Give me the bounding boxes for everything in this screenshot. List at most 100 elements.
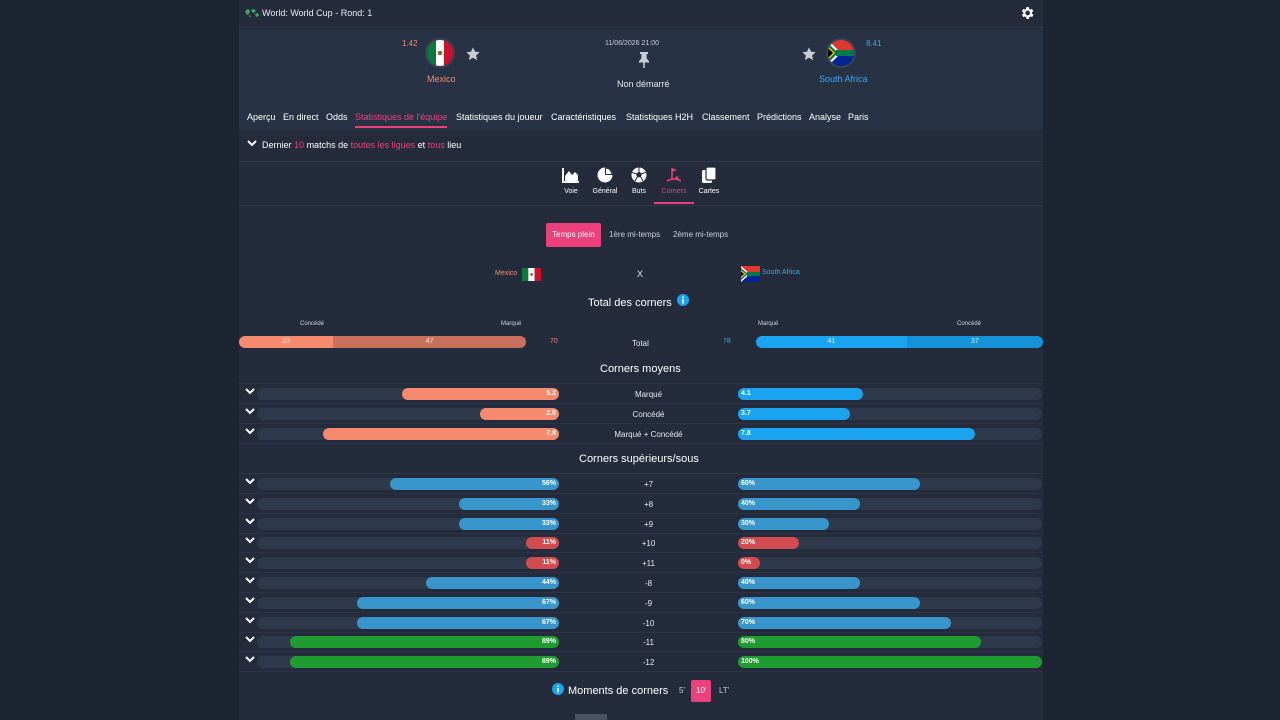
home-conceded-segment: 23 <box>239 336 334 348</box>
away-bar-track: 30% <box>738 517 1042 530</box>
chevron-down-icon[interactable] <box>244 616 256 625</box>
tab-standings[interactable]: Classement <box>702 112 750 122</box>
chevron-down-icon[interactable] <box>244 477 256 486</box>
over-under-row[interactable]: 89% -11 80% <box>239 632 1043 653</box>
over-under-row[interactable]: 44% -8 40% <box>239 573 1043 593</box>
tab-odds[interactable]: Odds <box>326 112 348 122</box>
away-bar-value: 100% <box>738 656 1042 669</box>
over-under-row[interactable]: 33% +8 40% <box>239 494 1043 514</box>
moments-option-10[interactable]: 10' <box>691 680 712 702</box>
tab-bets[interactable]: Paris <box>848 112 869 122</box>
away-scored-label: Marqué <box>758 321 779 327</box>
over-under-row[interactable]: 11% +11 0% <box>239 553 1043 574</box>
home-bar-track: 11% <box>257 557 559 570</box>
stat-tab-voie[interactable]: Voie <box>551 164 591 204</box>
tab-en-direct[interactable]: En direct <box>283 112 319 122</box>
home-bar-track: 11% <box>257 537 559 550</box>
gear-icon[interactable] <box>1019 5 1035 21</box>
average-row[interactable]: 7.8 Marqué + Concédé 7.8 <box>239 424 1043 444</box>
south-africa-flag-icon[interactable] <box>826 38 856 68</box>
over-under-row[interactable]: 11% +10 20% <box>239 533 1043 554</box>
moments-option-5[interactable]: 5' <box>679 686 685 695</box>
over-under-label: +10 <box>641 539 656 549</box>
chevron-down-icon[interactable] <box>244 517 256 526</box>
versus-away-name: South Africa <box>762 269 800 276</box>
favorite-star-icon[interactable] <box>465 46 481 62</box>
home-bar-value: 5.2 <box>402 388 559 400</box>
away-bar-value: 3.7 <box>738 407 850 420</box>
average-row[interactable]: 5.2 Marqué 4.1 <box>239 384 1043 404</box>
filter-suffix: lieu <box>447 140 462 150</box>
mexico-flag-icon[interactable] <box>425 38 455 68</box>
away-bar-value: 80% <box>738 636 981 649</box>
chevron-down-icon[interactable] <box>244 596 256 605</box>
away-team-name[interactable]: South Africa <box>819 74 868 84</box>
period-first-half[interactable]: 1ère mi-temps <box>609 230 661 239</box>
world-map-icon <box>245 9 259 18</box>
competition-title[interactable]: World: World Cup - Rond: 1 <box>262 8 373 18</box>
tab-h2h-stats[interactable]: Statistiques H2H <box>626 112 694 122</box>
divider <box>239 161 1043 162</box>
away-bar-value: 7.8 <box>738 427 975 440</box>
filter-count[interactable]: 10 <box>294 140 305 150</box>
chevron-down-icon[interactable] <box>244 387 256 396</box>
chevron-down-icon[interactable] <box>244 556 256 565</box>
divider <box>239 205 1043 206</box>
home-bar-value: 67% <box>357 596 559 609</box>
average-label: Marqué + Concédé <box>614 429 683 439</box>
over-under-row[interactable]: 89% -12 100% <box>239 652 1043 673</box>
filter-leagues[interactable]: toutes les ligues <box>350 140 416 150</box>
info-icon[interactable] <box>677 294 689 306</box>
chevron-down-icon[interactable] <box>244 576 256 585</box>
away-bar-track: 3.7 <box>738 407 1042 420</box>
chevron-down-icon[interactable] <box>246 139 258 149</box>
chevron-down-icon[interactable] <box>244 427 256 436</box>
away-bar-track: 80% <box>738 636 1042 649</box>
match-header: 1.42 Mexico 11/06/2026 21:00 Non démarré <box>239 29 1043 130</box>
stat-tab-corners[interactable]: Corners <box>654 164 694 204</box>
moments-option-lt[interactable]: LT' <box>719 686 730 695</box>
nav-tabs: Aperçu En direct Odds Statistiques de l'… <box>239 109 1043 130</box>
stat-tab-label: Général <box>592 188 618 195</box>
tab-player-stats[interactable]: Statistiques du joueur <box>456 112 543 122</box>
match-filter[interactable]: Dernier 10 matchs de toutes les ligues e… <box>239 136 1043 156</box>
chevron-down-icon[interactable] <box>244 497 256 506</box>
chevron-down-icon[interactable] <box>244 536 256 545</box>
info-icon[interactable] <box>552 683 564 695</box>
match-date: 11/06/2026 21:00 <box>605 40 659 47</box>
tab-team-stats[interactable]: Statistiques de l'équipe <box>355 112 448 128</box>
away-bar-value: 4.1 <box>738 388 863 400</box>
period-second-half[interactable]: 2ème mi-temps <box>673 230 729 239</box>
chevron-down-icon[interactable] <box>244 635 256 644</box>
over-under-row[interactable]: 67% -10 70% <box>239 613 1043 633</box>
over-under-label: -9 <box>644 598 653 608</box>
home-bar-value: 2.6 <box>480 407 559 420</box>
average-row[interactable]: 2.6 Concédé 3.7 <box>239 404 1043 424</box>
chevron-down-icon[interactable] <box>244 407 256 416</box>
favorite-star-icon[interactable] <box>801 46 817 62</box>
home-conceded-label: Concédé <box>300 321 325 327</box>
home-bar-track: 2.6 <box>257 407 559 420</box>
corner-flag-icon <box>666 168 682 182</box>
match-page: World: World Cup - Rond: 1 1.42 Mexico 1… <box>239 0 1043 720</box>
stat-tab-cartes[interactable]: Cartes <box>689 164 729 204</box>
stat-tab-label: Cartes <box>698 188 720 195</box>
home-bar-value: 11% <box>526 557 559 570</box>
tab-apercu[interactable]: Aperçu <box>247 112 276 122</box>
away-bar-value: 40% <box>738 497 860 510</box>
tab-predictions[interactable]: Prédictions <box>757 112 802 122</box>
stat-tab-label: Corners <box>661 188 687 195</box>
average-corners-title: Corners moyens <box>600 363 681 375</box>
over-under-row[interactable]: 33% +9 30% <box>239 514 1043 534</box>
stat-tab-buts[interactable]: Buts <box>619 164 659 204</box>
home-team-name[interactable]: Mexico <box>427 74 456 84</box>
chevron-down-icon[interactable] <box>244 655 256 664</box>
tab-characteristics[interactable]: Caractéristiques <box>551 112 617 122</box>
over-under-row[interactable]: 56% +7 60% <box>239 474 1043 494</box>
over-under-label: -10 <box>642 618 655 628</box>
period-full-time[interactable]: Temps plein <box>546 223 601 247</box>
stat-tab-general[interactable]: Général <box>585 164 625 204</box>
over-under-row[interactable]: 67% -9 60% <box>239 593 1043 613</box>
tab-analysis[interactable]: Analyse <box>809 112 842 122</box>
filter-venue[interactable]: tous <box>427 140 445 150</box>
